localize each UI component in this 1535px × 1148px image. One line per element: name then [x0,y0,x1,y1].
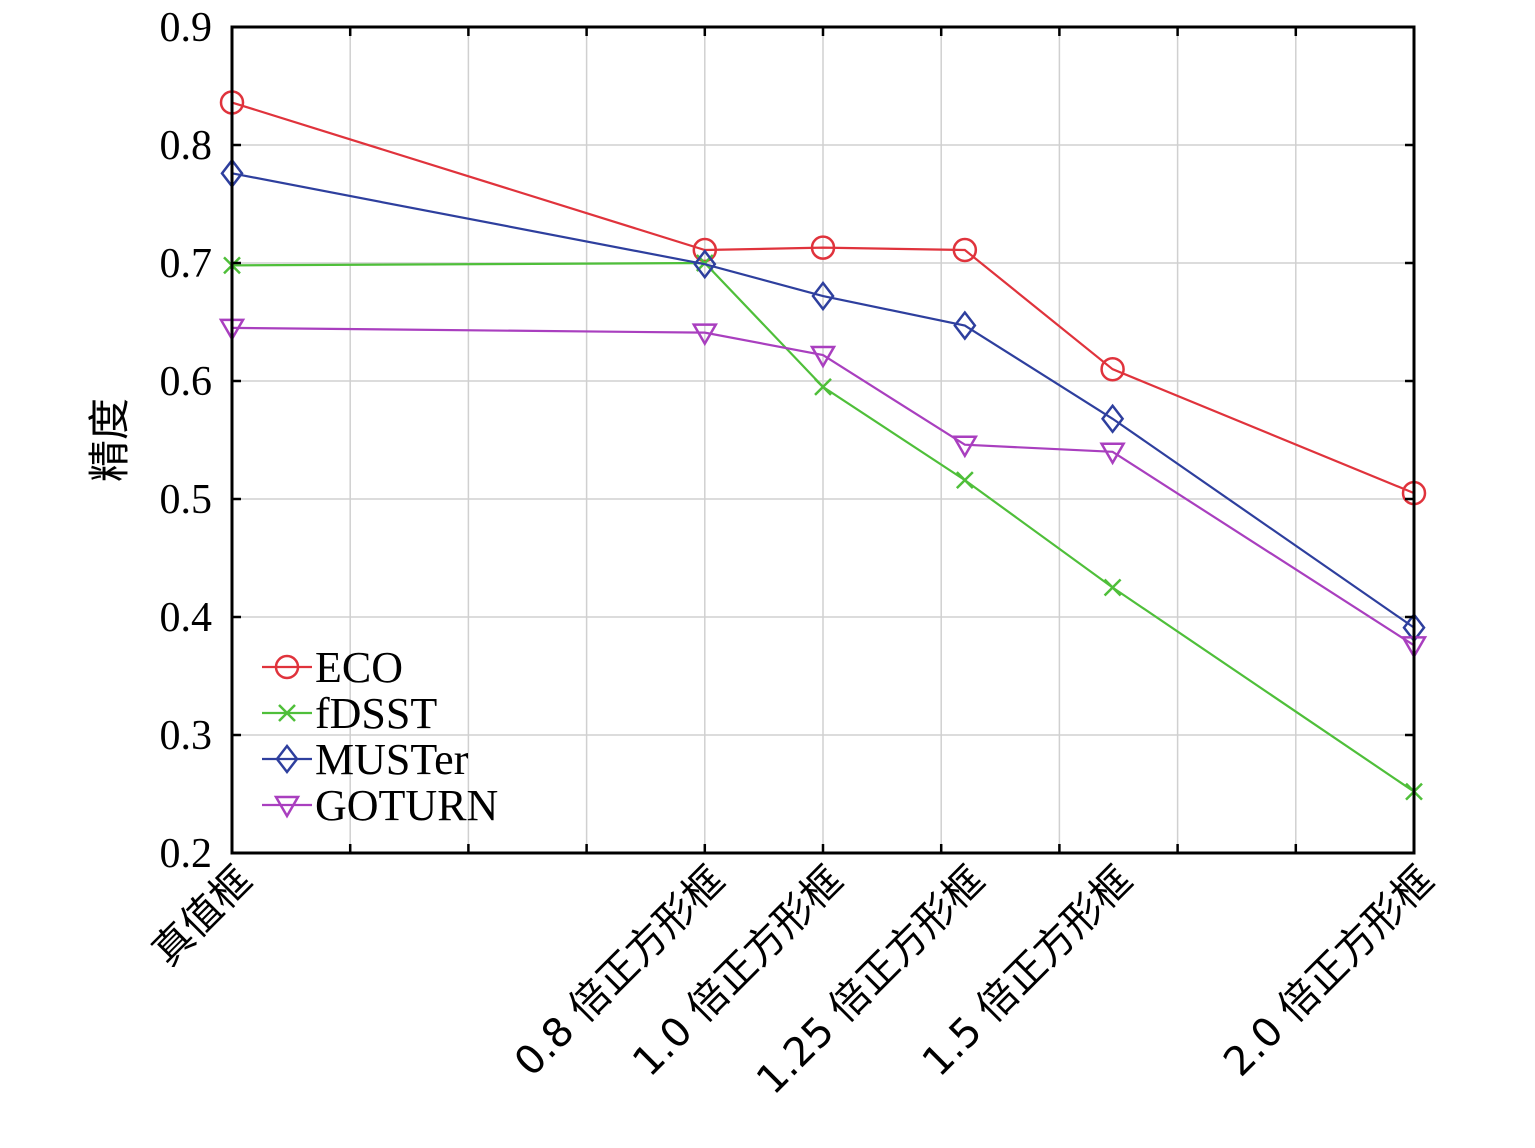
x-tick-label: 0.8 倍正方形框 [506,858,734,1086]
marker-circle [810,235,836,260]
x-tick-label: 2.0 倍正方形框 [1215,858,1443,1086]
y-tick-label: 0.2 [160,831,213,877]
y-tick-label: 0.9 [160,5,213,51]
marker-circle [274,654,300,680]
marker-diamond [1101,403,1125,434]
marker-x [1103,578,1122,597]
marker-diamond [275,743,299,775]
marker-x [955,471,974,490]
series-eco [219,90,1427,506]
axis-ticks [230,25,1416,855]
legend-item-eco: ECO [262,643,403,692]
legend-label: ECO [315,643,403,692]
y-tick-label: 0.6 [160,359,213,405]
y-tick-label: 0.7 [160,241,213,287]
marker-circle [952,237,978,263]
legend-label: fDSST [315,689,437,738]
marker-circle [692,237,718,263]
y-tick-label: 0.5 [160,477,213,523]
y-tick-label: 0.3 [160,713,213,759]
legend-item-fdsst: fDSST [262,689,437,738]
marker-circle [1100,356,1125,382]
marker-triangle-down [951,435,979,459]
series-lines [218,90,1428,801]
marker-triangle-down [691,323,718,347]
marker-diamond [693,249,717,280]
marker-x [814,378,832,396]
series-line [231,101,1415,495]
marker-triangle-down [1099,442,1126,466]
marker-diamond [811,280,835,312]
y-tick-labels: 0.2 0.3 0.4 0.5 0.6 0.7 0.8 0.9 [160,5,213,877]
legend-label: GOTURN [315,781,498,830]
y-tick-label: 0.8 [160,123,213,169]
series-line [231,326,1415,647]
marker-diamond [953,310,977,341]
marker-triangle-down [809,345,837,369]
series-line [231,261,1415,793]
marker-triangle-down [273,795,301,819]
y-tick-label: 0.4 [160,595,213,641]
legend-item-goturn: GOTURN [262,781,498,830]
marker-x [278,704,296,722]
y-axis-label: 精度 [85,398,134,482]
legend-item-muster: MUSTer [262,735,469,784]
series-line [231,172,1415,629]
legend-label: MUSTer [315,735,469,784]
